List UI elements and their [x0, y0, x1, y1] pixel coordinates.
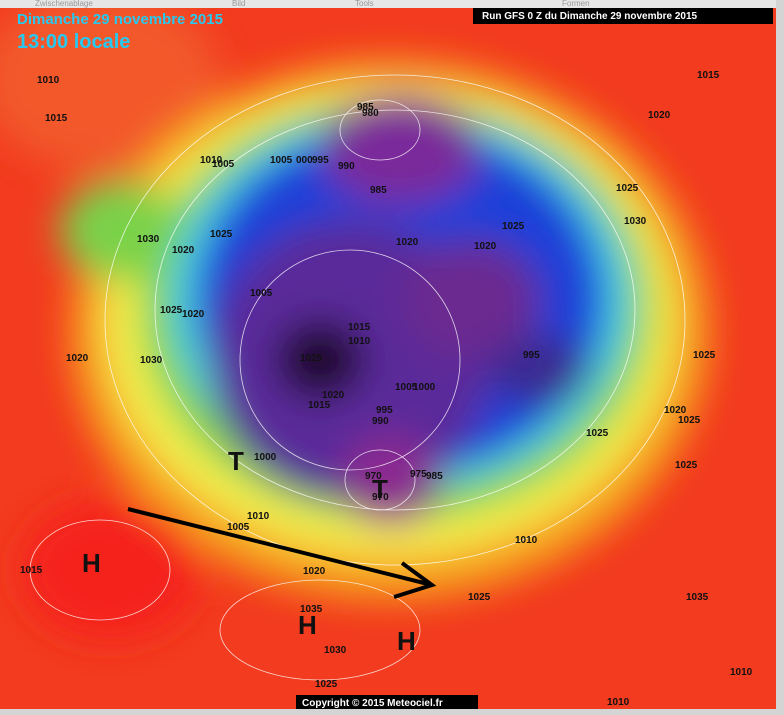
isobar-label: 1010 — [348, 336, 371, 347]
isobar-label: 990 — [372, 416, 389, 427]
run-label: Run GFS 0 Z du Dimanche 29 novembre 2015 — [482, 11, 698, 22]
isobar-label: 1010 — [37, 75, 60, 86]
isobar-label: 1025 — [160, 305, 183, 316]
isobar-label: 1025 — [300, 353, 323, 364]
isobar-label: 985 — [370, 185, 387, 196]
isobar-label: 970 — [372, 492, 389, 503]
isobar-label: 1020 — [664, 405, 687, 416]
isobar-label: 1010 — [200, 155, 223, 166]
isobar-label: 995 — [312, 155, 329, 166]
isobar-label: 1030 — [140, 355, 163, 366]
arrow-head — [393, 561, 437, 599]
isobar-label: 1035 — [686, 592, 709, 603]
menu-bar — [0, 0, 784, 8]
window-edge — [776, 0, 784, 715]
isobar-label: 1035 — [300, 604, 323, 615]
isobar-label: 985 — [357, 102, 374, 113]
isobar-label: 1015 — [348, 322, 371, 333]
isobar-label: 1010 — [607, 697, 630, 708]
isobar-label: 990 — [338, 161, 355, 172]
pressure-center: H — [397, 626, 416, 656]
isobar-label: 1020 — [303, 566, 326, 577]
isobar-label: 1025 — [675, 460, 698, 471]
arrow — [127, 507, 429, 586]
menu-item: Tools — [355, 0, 374, 8]
menu: Zwischenablage Bild Tools Formen — [35, 0, 590, 8]
copyright: Copyright © 2015 Meteociel.fr — [302, 698, 443, 709]
isobar-label: 970 — [365, 471, 382, 482]
menu-item: Zwischenablage — [35, 0, 93, 8]
pressure-center: H — [82, 548, 101, 578]
isobar-label: 1015 — [20, 565, 43, 576]
isobar-label: 1030 — [137, 234, 160, 245]
isobar-label: 1010 — [730, 667, 753, 678]
pressure-center: T — [372, 474, 388, 504]
window-edge-bottom — [0, 709, 784, 715]
isobar-label: 1010 — [247, 511, 270, 522]
isobar-label: 1020 — [322, 390, 345, 401]
isobar-label: 1015 — [308, 400, 331, 411]
isobar-label: 1025 — [678, 415, 701, 426]
isobar-label: 000 — [296, 155, 313, 166]
isobar-label: 995 — [523, 350, 540, 361]
isobar-label: 1025 — [468, 592, 491, 603]
isobar-label: 1025 — [315, 679, 338, 690]
isobar-label: 1020 — [172, 245, 195, 256]
isobar-label: 1005 — [270, 155, 293, 166]
isobars — [29, 74, 686, 681]
menu-item: Bild — [232, 0, 245, 8]
isobar-label: 1020 — [474, 241, 497, 252]
isobar-label: 1030 — [624, 216, 647, 227]
copyright-box — [296, 695, 478, 709]
date-label: Dimanche 29 novembre 2015 — [17, 11, 223, 28]
isobar-label: 1025 — [210, 229, 233, 240]
isobar-label: 1015 — [45, 113, 68, 124]
pressure-center: T — [228, 446, 244, 476]
isobar-label: 1025 — [502, 221, 525, 232]
isobar-label: 1005 — [227, 522, 250, 533]
isobar-label: 1000 — [254, 452, 277, 463]
menu-item: Formen — [562, 0, 590, 8]
isobar-label: 1020 — [648, 110, 671, 121]
run-box — [473, 8, 773, 24]
isobar-label: 985 — [426, 471, 443, 482]
pressure-field — [0, 0, 710, 640]
isobar-label: 1025 — [616, 183, 639, 194]
isobar-label: 1010 — [515, 535, 538, 546]
isobar-label: 1020 — [396, 237, 419, 248]
time-label: 13:00 locale — [17, 31, 130, 53]
isobar-label: 1030 — [324, 645, 347, 656]
isobar-label: 1005 — [395, 382, 418, 393]
isobar-label: 975 — [410, 469, 427, 480]
isobar-label: 1005 — [212, 159, 235, 170]
isobar-label: 995 — [376, 405, 393, 416]
isobar-label: 1020 — [182, 309, 205, 320]
pressure-center: H — [298, 610, 317, 640]
isobar-label: 1025 — [586, 428, 609, 439]
isobar-label: 1025 — [693, 350, 716, 361]
isobar-label: 1015 — [697, 70, 720, 81]
isobar-label: 980 — [362, 108, 379, 119]
isobar-label: 1005 — [250, 288, 273, 299]
isobar-label: 1000 — [413, 382, 436, 393]
isobar-label: 1020 — [66, 353, 89, 364]
